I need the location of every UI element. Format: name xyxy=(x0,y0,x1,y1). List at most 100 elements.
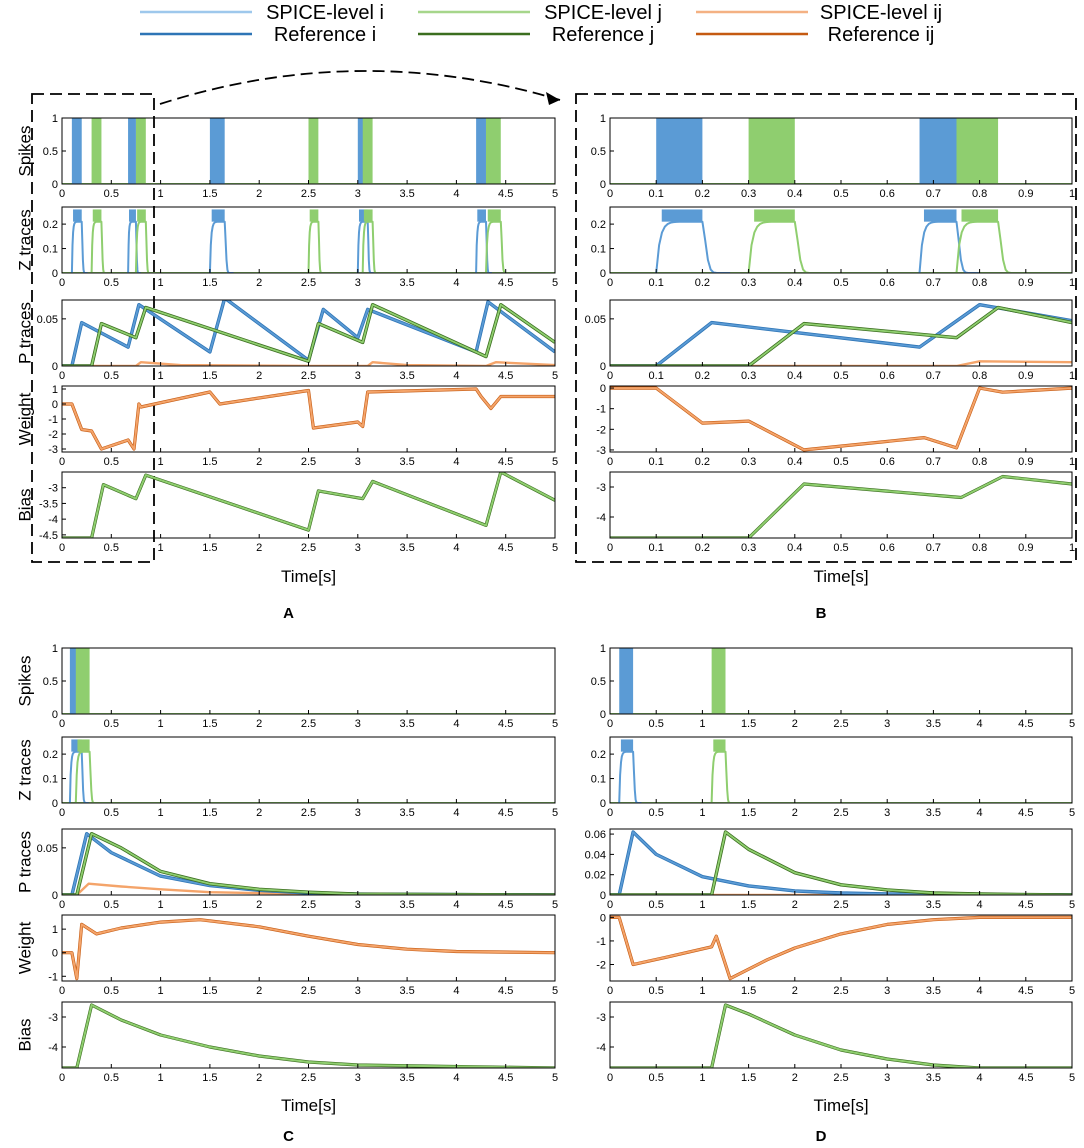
bias-j xyxy=(62,1004,555,1068)
x-tick-label: 4.5 xyxy=(1018,807,1033,819)
y-tick-label: 0.5 xyxy=(591,146,606,158)
x-tick-label: 3 xyxy=(884,807,890,819)
x-tick-label: 3.5 xyxy=(926,718,941,730)
x-tick-label: 3 xyxy=(355,188,361,200)
x-tick-label: 0.5 xyxy=(104,370,119,382)
y-tick-label: 0.1 xyxy=(43,774,58,786)
p-trace-ij xyxy=(62,361,555,366)
x-tick-label: 1.5 xyxy=(202,542,217,554)
x-tick-label: 0.2 xyxy=(695,542,710,554)
x-tick-label: 4.5 xyxy=(498,1072,513,1084)
y-tick-label: 0 xyxy=(600,361,606,373)
x-tick-label: 0 xyxy=(607,456,613,468)
subplot-B-2: 0 0.1 0.2 0 0.1 0.2 0.3 0.4 0.5 0.6 0.7 0.8 0.9 1 xyxy=(591,206,1075,289)
axes-frame xyxy=(61,828,556,896)
x-tick-label: 4.5 xyxy=(498,807,513,819)
y-tick-label: 0 xyxy=(52,798,58,810)
x-tick-label: 4 xyxy=(453,899,459,911)
spike-burst-j xyxy=(135,118,146,184)
subplot-B-1: 0 0.5 1 0 0.1 0.2 0.3 0.4 0.5 0.6 0.7 0.8 0.9 1 xyxy=(591,113,1075,200)
x-tick-label: 3 xyxy=(884,985,890,997)
x-tick-label: 2 xyxy=(256,718,262,730)
axes-frame xyxy=(61,736,556,804)
x-tick-label: 4.5 xyxy=(498,456,513,468)
x-tick-label: 0 xyxy=(59,188,65,200)
p-trace-j xyxy=(610,306,1072,366)
x-tick-label: 1 xyxy=(158,718,164,730)
bias-ref-j xyxy=(610,474,1072,538)
plot-area xyxy=(610,739,1072,803)
x-tick-label: 0.5 xyxy=(104,542,119,554)
y-tick-label: 1 xyxy=(52,113,58,125)
x-tick-label: 4.5 xyxy=(1018,718,1033,730)
plot-area xyxy=(610,118,1072,184)
p-trace-j xyxy=(62,832,555,895)
subplot-B-4: -3 -2 -1 0 0 0.1 0.2 0.3 0.4 0.5 0.6 0.7 0.8 0.9 1 xyxy=(596,383,1075,468)
x-tick-label: 0.6 xyxy=(880,542,895,554)
x-tick-label: 0.3 xyxy=(741,542,756,554)
x-tick-label: 4 xyxy=(977,807,983,819)
z-trace-i xyxy=(70,220,88,273)
x-tick-label: 3.5 xyxy=(926,807,941,819)
spike-burst-j xyxy=(308,118,319,184)
x-tick-label: 4.5 xyxy=(498,718,513,730)
x-tick-label: 0 xyxy=(59,456,65,468)
z-trace-i xyxy=(475,220,493,273)
y-tick-label: 0 xyxy=(52,709,58,721)
x-tick-label: 2.5 xyxy=(301,370,316,382)
x-tick-label: 0.2 xyxy=(695,456,710,468)
y-axis-label: Spikes xyxy=(15,655,34,706)
y-tick-label: 0.06 xyxy=(585,829,606,841)
subplot-C-5: -4 -3 0 0.5 1 1.5 2 2.5 3 3.5 4 4.5 5 Bias xyxy=(15,1001,558,1084)
x-tick-label: 0.6 xyxy=(880,370,895,382)
bias-j xyxy=(62,472,555,538)
plot-area xyxy=(610,386,1072,452)
x-tick-label: 3 xyxy=(355,807,361,819)
x-tick-label: 0 xyxy=(59,899,65,911)
spike-burst-i xyxy=(128,118,136,184)
x-tick-label: 0 xyxy=(607,277,613,289)
panel-label: D xyxy=(816,1128,827,1145)
x-tick-label: 4 xyxy=(453,370,459,382)
y-tick-label: -3 xyxy=(596,445,606,457)
x-axis-label: Time[s] xyxy=(281,567,336,586)
z-trace-j xyxy=(90,220,108,273)
x-tick-label: 5 xyxy=(1069,899,1075,911)
zoom-arrow xyxy=(159,70,561,105)
x-tick-label: 1 xyxy=(158,188,164,200)
x-tick-label: 0.7 xyxy=(926,456,941,468)
weight-ij xyxy=(610,916,1072,980)
x-tick-label: 2.5 xyxy=(301,1072,316,1084)
x-tick-label: 0.1 xyxy=(649,542,664,554)
y-tick-label: -2 xyxy=(48,429,58,441)
y-tick-label: -1 xyxy=(596,936,606,948)
x-tick-label: 3 xyxy=(355,542,361,554)
x-tick-label: 4.5 xyxy=(498,542,513,554)
y-axis-label: Z traces xyxy=(15,209,34,270)
x-tick-label: 4 xyxy=(453,277,459,289)
x-tick-label: 1.5 xyxy=(202,899,217,911)
y-axis-label: Spikes xyxy=(15,125,34,176)
x-tick-label: 0.7 xyxy=(926,370,941,382)
panel-A: 00.510 0.5 1 1.5 2 2.5 3 3.5 4 4.5 5Spikes00.10.20… xyxy=(15,113,558,622)
x-axis-label: Time[s] xyxy=(281,1096,336,1115)
x-tick-label: 1.5 xyxy=(741,1072,756,1084)
x-tick-label: 1 xyxy=(158,899,164,911)
x-tick-label: 0.4 xyxy=(787,370,802,382)
x-tick-label: 3.5 xyxy=(399,718,414,730)
x-tick-label: 2 xyxy=(792,807,798,819)
z-burst-band-j xyxy=(137,209,146,222)
x-tick-label: 3 xyxy=(884,718,890,730)
x-tick-label: 0.5 xyxy=(833,188,848,200)
subplot-D-4: -2 -1 0 0 0.5 1 1.5 2 2.5 3 3.5 4 4.5 5 xyxy=(596,912,1075,997)
axes-frame xyxy=(61,647,556,715)
x-tick-label: 4.5 xyxy=(498,899,513,911)
x-tick-label: 2 xyxy=(256,807,262,819)
subplot-A-4: -3 -2 -1 0 1 0 0.5 1 1.5 2 2.5 3 3.5 4 4.5 5 Weight xyxy=(15,384,558,468)
x-tick-label: 2.5 xyxy=(833,718,848,730)
axes-frame xyxy=(609,647,1073,715)
x-tick-label: 5 xyxy=(1069,985,1075,997)
y-tick-label: 0.05 xyxy=(37,314,58,326)
z-burst-band-i xyxy=(358,209,368,222)
x-tick-label: 0.8 xyxy=(972,277,987,289)
